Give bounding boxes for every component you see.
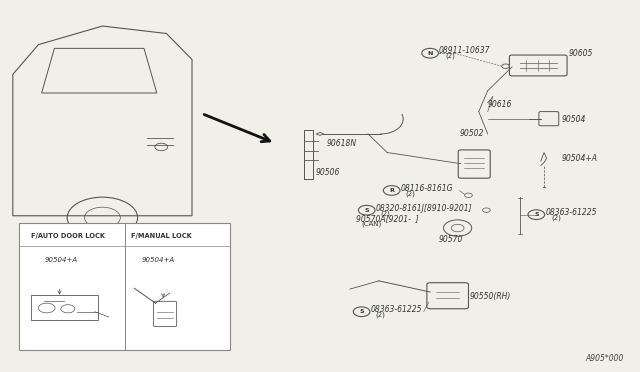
Text: 90550(RH): 90550(RH): [470, 292, 511, 301]
Text: 08116-8161G: 08116-8161G: [401, 184, 453, 193]
Text: 08911-10637: 08911-10637: [439, 46, 490, 55]
Text: S: S: [359, 309, 364, 314]
Text: (CAN): (CAN): [361, 220, 381, 227]
Text: 90618N: 90618N: [326, 139, 356, 148]
Text: S: S: [364, 208, 369, 213]
Text: 90504: 90504: [561, 115, 586, 124]
Text: 90504+A: 90504+A: [142, 257, 175, 263]
Text: (2): (2): [551, 215, 561, 221]
Text: 08320-8161J[8910-9201]: 08320-8161J[8910-9201]: [376, 204, 472, 213]
Text: 90605: 90605: [568, 49, 593, 58]
Text: 90506: 90506: [316, 169, 340, 177]
Text: 90570: 90570: [439, 235, 463, 244]
Text: (2): (2): [376, 312, 385, 318]
Text: 90504+A: 90504+A: [561, 154, 597, 163]
Text: (2): (2): [445, 53, 455, 60]
Text: F/MANUAL LOCK: F/MANUAL LOCK: [131, 233, 192, 239]
Text: 08363-61225: 08363-61225: [371, 305, 422, 314]
Text: N: N: [428, 51, 433, 56]
Text: (2): (2): [406, 190, 415, 197]
Bar: [19, 223, 230, 350]
Text: (2): (2): [381, 210, 390, 217]
Bar: [31, 295, 98, 320]
Text: 08363-61225: 08363-61225: [546, 208, 597, 217]
Text: S: S: [534, 212, 539, 217]
Text: A905*000: A905*000: [586, 354, 624, 363]
Text: 90616: 90616: [488, 100, 512, 109]
Text: F/AUTO DOOR LOCK: F/AUTO DOOR LOCK: [31, 233, 105, 239]
Text: 90570A[9201-  ]: 90570A[9201- ]: [356, 214, 419, 223]
Text: 90504+A: 90504+A: [45, 257, 78, 263]
Text: 90502: 90502: [460, 129, 484, 138]
Text: R: R: [389, 188, 394, 193]
